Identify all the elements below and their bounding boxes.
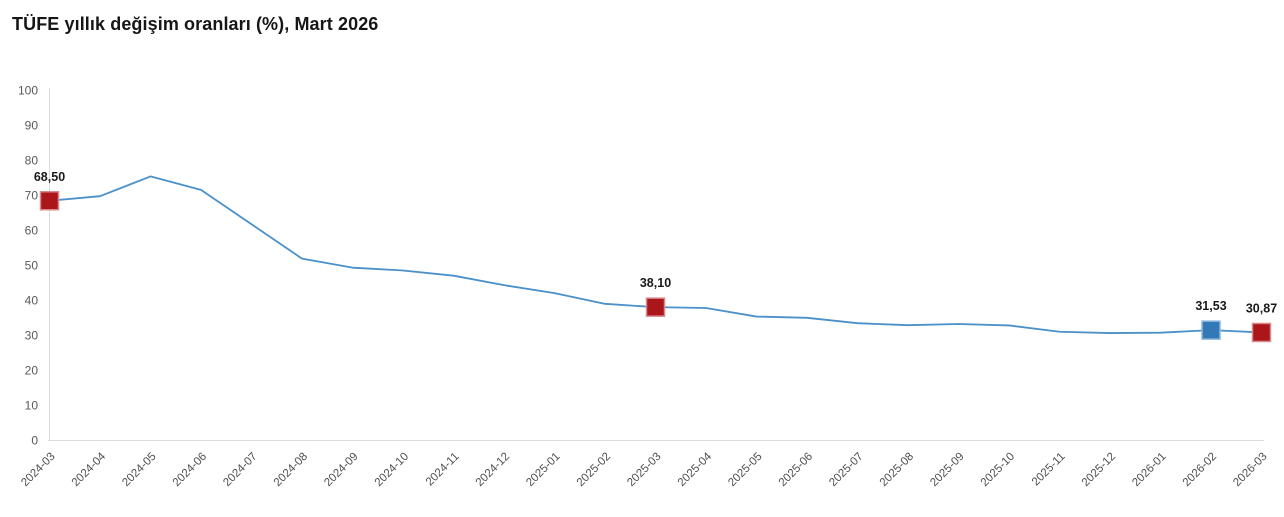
chart-title: TÜFE yıllık değişim oranları (%), Mart 2… — [12, 14, 379, 34]
y-tick-label: 50 — [25, 259, 39, 273]
x-tick-label: 2024-12 — [474, 451, 512, 489]
data-point-marker-red[interactable] — [1251, 322, 1272, 343]
y-tick-label: 100 — [18, 84, 38, 98]
x-tick-label: 2026-01 — [1130, 451, 1168, 489]
x-tick-label: 2025-05 — [726, 451, 764, 489]
x-tick-label: 2025-03 — [625, 451, 663, 489]
x-tick-label: 2024-03 — [19, 451, 57, 489]
x-tick-label: 2025-09 — [928, 451, 966, 489]
x-tick-label: 2025-02 — [575, 451, 613, 489]
y-tick-label: 40 — [25, 294, 39, 308]
data-point-marker-red[interactable] — [645, 297, 666, 317]
data-point-value-label: 31,53 — [1195, 299, 1226, 313]
x-tick-label: 2026-03 — [1231, 451, 1269, 489]
x-tick-label: 2025-04 — [676, 450, 715, 489]
data-point-marker-blue[interactable] — [1201, 320, 1221, 340]
x-tick-label: 2025-08 — [878, 451, 916, 489]
x-tick-label: 2025-10 — [979, 451, 1017, 489]
data-point-value-label: 68,50 — [34, 170, 65, 184]
data-point-value-label: 30,87 — [1246, 301, 1277, 315]
y-tick-label: 20 — [25, 364, 39, 378]
x-tick-label: 2025-11 — [1030, 451, 1068, 489]
y-tick-label: 0 — [31, 434, 38, 448]
y-tick-label: 70 — [25, 189, 39, 203]
data-point-value-label: 38,10 — [640, 276, 671, 290]
y-tick-label: 10 — [25, 399, 39, 413]
x-tick-label: 2024-07 — [221, 451, 259, 489]
data-point-marker-red[interactable] — [39, 191, 60, 211]
x-tick-label: 2025-12 — [1080, 451, 1118, 489]
x-tick-label: 2024-08 — [272, 451, 310, 489]
y-tick-label: 30 — [25, 329, 39, 343]
x-tick-label: 2024-10 — [373, 451, 411, 489]
y-tick-label: 80 — [25, 154, 39, 168]
x-tick-label: 2024-09 — [322, 451, 360, 489]
x-tick-label: 2024-04 — [70, 450, 109, 489]
x-tick-label: 2024-06 — [171, 451, 209, 489]
y-tick-label: 60 — [25, 224, 39, 238]
x-tick-label: 2025-06 — [777, 451, 815, 489]
x-tick-label: 2025-07 — [827, 451, 865, 489]
x-tick-label: 2025-01 — [524, 451, 562, 489]
x-tick-label: 2024-11 — [424, 451, 462, 489]
x-tick-label: 2024-05 — [120, 451, 158, 489]
y-tick-label: 90 — [25, 119, 39, 133]
x-tick-label: 2026-02 — [1181, 451, 1219, 489]
